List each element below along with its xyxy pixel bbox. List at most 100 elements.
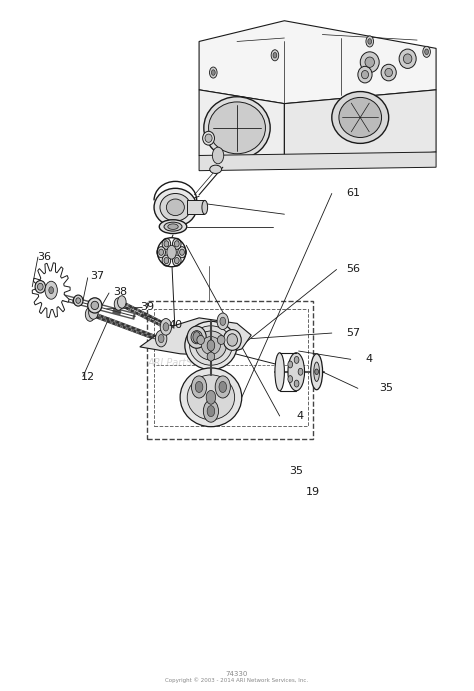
Ellipse shape [162,238,171,249]
Circle shape [49,287,54,294]
Ellipse shape [202,131,214,145]
Ellipse shape [275,352,284,391]
Circle shape [215,376,230,398]
Ellipse shape [180,368,242,427]
Text: 39: 39 [140,303,154,312]
Circle shape [423,46,430,57]
Circle shape [167,245,176,259]
Ellipse shape [76,298,81,303]
Text: 12: 12 [81,372,95,381]
Ellipse shape [205,134,212,142]
Ellipse shape [173,255,181,266]
Circle shape [206,390,216,404]
Ellipse shape [157,247,165,258]
Text: 35: 35 [379,384,393,393]
Ellipse shape [210,165,222,173]
Ellipse shape [174,258,179,264]
Circle shape [294,357,299,363]
Ellipse shape [173,238,181,249]
Circle shape [207,340,215,351]
Circle shape [217,313,228,330]
Ellipse shape [399,49,416,68]
Circle shape [210,67,217,78]
Circle shape [163,323,169,331]
Circle shape [219,381,227,392]
Polygon shape [140,318,251,356]
Ellipse shape [339,97,382,138]
Ellipse shape [195,331,227,360]
Circle shape [45,281,57,299]
Ellipse shape [202,200,208,214]
Circle shape [288,376,292,383]
Circle shape [212,147,224,164]
Ellipse shape [168,224,178,229]
Ellipse shape [91,301,99,310]
Circle shape [158,334,164,343]
Text: 38: 38 [113,287,127,296]
Ellipse shape [209,102,265,154]
Circle shape [366,36,374,47]
Text: ARI PartStream™: ARI PartStream™ [147,358,232,368]
Ellipse shape [162,255,171,266]
Circle shape [193,332,201,343]
Ellipse shape [164,258,169,264]
Ellipse shape [191,331,202,344]
Text: 4: 4 [365,354,372,364]
Circle shape [271,50,279,61]
Ellipse shape [35,281,46,293]
Ellipse shape [361,70,369,79]
Circle shape [273,53,277,58]
Ellipse shape [204,97,270,159]
Circle shape [298,368,303,375]
Ellipse shape [37,283,43,290]
Text: 37: 37 [90,272,104,281]
Circle shape [85,307,95,321]
Circle shape [288,361,292,368]
Circle shape [89,305,98,319]
Text: 35: 35 [289,466,303,476]
Ellipse shape [288,352,304,391]
Ellipse shape [180,249,184,256]
Circle shape [211,70,215,75]
Ellipse shape [164,223,182,231]
Ellipse shape [227,334,237,346]
Text: 56: 56 [346,265,360,274]
Ellipse shape [360,52,379,73]
Ellipse shape [166,199,184,216]
Circle shape [315,369,319,375]
Polygon shape [199,152,436,171]
Polygon shape [284,90,436,166]
Ellipse shape [358,66,372,83]
Ellipse shape [197,336,204,344]
Ellipse shape [187,326,206,348]
Circle shape [191,376,207,398]
Ellipse shape [154,189,197,227]
Ellipse shape [332,92,389,144]
Circle shape [368,39,372,44]
Circle shape [220,317,226,325]
Ellipse shape [178,247,186,258]
Circle shape [160,319,172,335]
Ellipse shape [160,193,191,221]
Text: 36: 36 [37,252,51,262]
Polygon shape [199,90,284,166]
Ellipse shape [314,362,319,381]
Ellipse shape [185,321,237,370]
Ellipse shape [159,220,187,234]
Text: 61: 61 [346,189,360,198]
Text: Copyright © 2003 - 2014 ARI Network Services, Inc.: Copyright © 2003 - 2014 ARI Network Serv… [165,678,309,683]
Text: 57: 57 [346,328,360,338]
Circle shape [207,406,215,417]
Circle shape [155,330,167,347]
Polygon shape [32,263,70,318]
Text: 74330: 74330 [226,671,248,676]
Ellipse shape [73,295,83,306]
Circle shape [114,298,123,310]
Ellipse shape [164,240,169,247]
Text: 19: 19 [306,487,320,497]
Ellipse shape [187,375,235,419]
Ellipse shape [403,54,412,64]
Ellipse shape [159,249,164,256]
Ellipse shape [365,57,374,68]
Text: 4: 4 [296,411,303,421]
